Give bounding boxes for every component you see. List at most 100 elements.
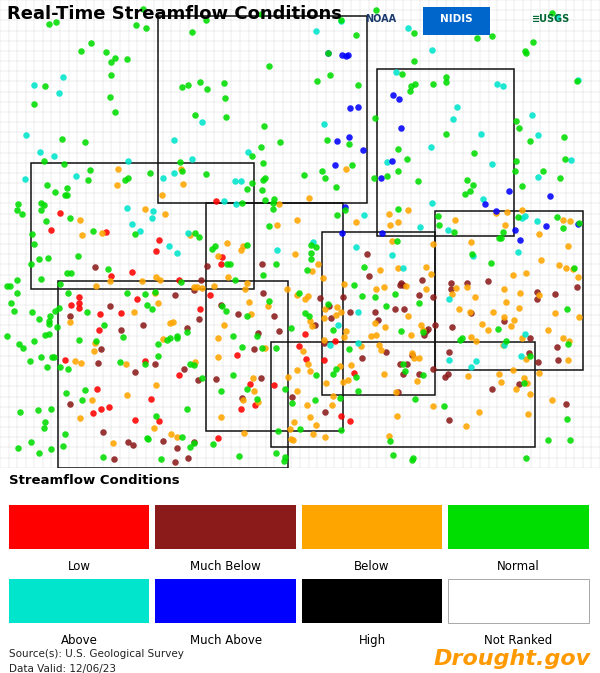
Point xyxy=(269,198,278,209)
Point xyxy=(535,228,544,239)
Point xyxy=(517,181,527,192)
Point xyxy=(120,174,130,185)
Point xyxy=(439,400,449,411)
Point xyxy=(189,281,199,292)
Point xyxy=(260,194,269,205)
Point xyxy=(559,215,568,225)
Point xyxy=(187,27,197,38)
Point xyxy=(77,230,87,241)
Text: Data Valid: 12/06/23: Data Valid: 12/06/23 xyxy=(9,664,116,673)
Point xyxy=(61,355,70,365)
Point xyxy=(240,283,250,294)
Point xyxy=(36,205,46,216)
Point xyxy=(182,327,192,338)
Point xyxy=(508,364,517,375)
Point xyxy=(41,329,50,340)
Point xyxy=(523,409,533,419)
Point xyxy=(498,80,508,91)
Point xyxy=(397,69,407,79)
Point xyxy=(313,258,323,269)
Point xyxy=(554,260,564,271)
Text: Source(s): U.S. Geological Survey: Source(s): U.S. Geological Survey xyxy=(9,649,184,660)
Point xyxy=(364,271,374,281)
Point xyxy=(379,281,388,292)
Point xyxy=(509,315,519,326)
Point xyxy=(189,285,199,295)
Point xyxy=(177,431,187,442)
Point xyxy=(190,436,199,447)
Point xyxy=(427,142,436,153)
Point xyxy=(269,310,278,321)
Point xyxy=(172,247,182,258)
Point xyxy=(208,438,218,449)
Point xyxy=(250,400,260,411)
Point xyxy=(46,444,55,455)
Point xyxy=(158,172,168,183)
Point xyxy=(96,343,106,354)
Point xyxy=(502,335,511,346)
Point xyxy=(474,406,484,417)
Point xyxy=(409,452,418,463)
Point xyxy=(62,268,71,279)
Point xyxy=(39,423,49,433)
Point xyxy=(513,212,523,223)
Point xyxy=(351,30,361,40)
Point xyxy=(395,279,404,290)
Point xyxy=(388,450,398,460)
Point xyxy=(182,403,191,414)
Point xyxy=(336,425,346,435)
Point xyxy=(196,275,206,285)
Point xyxy=(74,303,83,314)
Point xyxy=(391,386,401,397)
Text: Drought.gov: Drought.gov xyxy=(434,649,591,669)
Point xyxy=(301,294,310,305)
Point xyxy=(170,456,180,467)
FancyBboxPatch shape xyxy=(302,579,442,623)
Point xyxy=(407,347,417,358)
Text: Much Below: Much Below xyxy=(190,560,261,573)
Point xyxy=(392,411,401,422)
Point xyxy=(254,328,263,339)
Point xyxy=(565,435,574,446)
Point xyxy=(442,76,451,87)
Point xyxy=(176,164,185,174)
Point xyxy=(344,138,354,149)
Point xyxy=(573,272,583,283)
Point xyxy=(428,239,438,250)
Point xyxy=(346,359,356,370)
Point xyxy=(511,225,520,236)
Point xyxy=(13,199,23,209)
Point xyxy=(328,368,338,379)
Point xyxy=(521,354,531,365)
Point xyxy=(286,323,296,334)
Point xyxy=(106,301,115,312)
Point xyxy=(116,308,126,318)
Point xyxy=(197,282,206,293)
Point xyxy=(339,332,349,343)
Point xyxy=(93,357,103,368)
Point xyxy=(274,325,284,336)
Point xyxy=(122,390,131,400)
Point xyxy=(498,340,508,351)
Point xyxy=(419,330,428,341)
Point xyxy=(43,361,52,372)
Point xyxy=(194,313,203,324)
Point xyxy=(533,287,542,297)
Point xyxy=(572,75,581,86)
Point xyxy=(154,416,164,427)
Point xyxy=(414,353,424,363)
Point xyxy=(140,358,149,369)
Point xyxy=(302,264,312,275)
Point xyxy=(41,417,50,428)
Point xyxy=(323,48,333,59)
Point xyxy=(303,290,313,301)
Point xyxy=(36,273,46,284)
Point xyxy=(565,335,574,346)
Point xyxy=(466,331,476,342)
Point xyxy=(333,320,343,330)
Point xyxy=(393,203,403,214)
Text: High: High xyxy=(358,634,386,647)
Point xyxy=(403,359,412,369)
Point xyxy=(533,357,542,367)
Point xyxy=(158,333,168,344)
